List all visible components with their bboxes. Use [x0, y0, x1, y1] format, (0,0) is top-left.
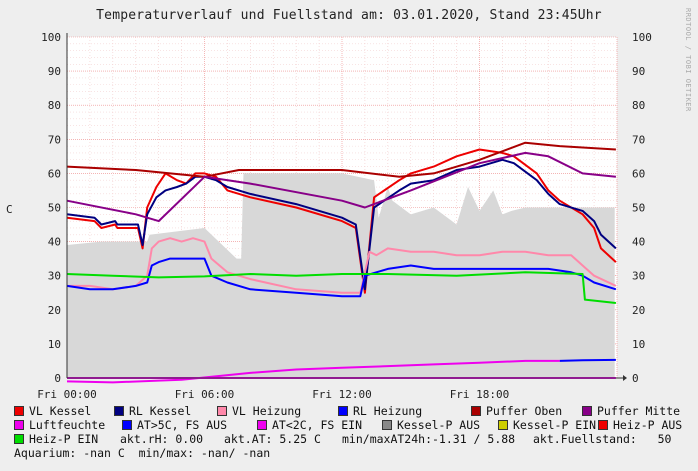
legend-item-luftfeuchte: Luftfeuchte	[14, 418, 105, 432]
legend-swatch	[14, 420, 24, 430]
y-tick-label-right: 30	[632, 270, 645, 283]
legend-label: AT<2C, FS EIN	[272, 418, 363, 432]
y-tick-label-left: 90	[48, 65, 61, 78]
legend-swatch	[114, 406, 124, 416]
legend-row-4: Aquarium: -nan C min/max: -nan/ -nan	[14, 446, 694, 460]
legend-label: RL Kessel	[129, 404, 192, 418]
y-tick-label-left: 60	[48, 167, 61, 180]
legend-swatch	[598, 420, 608, 430]
x-axis-arrow	[623, 375, 627, 381]
y-tick-label-left: 70	[48, 133, 61, 146]
legend-item-kessel-p-ein: Kessel-P EIN	[498, 418, 596, 432]
legend-item-vl-kessel: VL Kessel	[14, 404, 91, 418]
y-tick-label-left: 30	[48, 270, 61, 283]
y-axis-label: C	[6, 203, 13, 216]
legend-label: Kessel-P EIN	[513, 418, 597, 432]
chart-legend: VL Kessel RL Kessel VL Heizung RL Heizun…	[14, 404, 694, 460]
series-puffer-mitte-line	[66, 151, 617, 223]
legend-item-kessel-p-aus: Kessel-P AUS	[382, 418, 480, 432]
legend-swatch	[257, 420, 267, 430]
y-tick-label-right: 90	[632, 65, 645, 78]
y-tick-label-left: 100	[41, 31, 61, 44]
x-tick-label: Fri 18:00	[450, 388, 510, 401]
status-aquarium: Aquarium: -nan C min/max: -nan/ -nan	[14, 446, 271, 460]
legend-item-rl-kessel: RL Kessel	[114, 404, 191, 418]
series-at-2c-fs-ein-line	[66, 359, 560, 384]
legend-swatch	[217, 406, 227, 416]
series-vl-kessel-line	[66, 148, 617, 294]
legend-swatch	[582, 406, 592, 416]
legend-swatch	[14, 406, 24, 416]
legend-label: Heiz-P EIN	[29, 432, 99, 446]
status-fuellstand: akt.Fuellstand: 50	[533, 432, 672, 446]
status-rh: akt.rH: 0.00	[120, 432, 204, 446]
legend-item-vl-heizung: VL Heizung	[217, 404, 301, 418]
legend-item-rl-heizung: RL Heizung	[338, 404, 422, 418]
legend-label: Heiz-P AUS	[613, 418, 683, 432]
legend-swatch	[122, 420, 132, 430]
legend-row-1: VL Kessel RL Kessel VL Heizung RL Heizun…	[14, 404, 694, 418]
rrdtool-watermark: RRDTOOL / TOBI OETIKER	[684, 8, 692, 112]
series-rl-heizung-line	[66, 257, 617, 298]
legend-swatch	[382, 420, 392, 430]
y-tick-label-right: 60	[632, 167, 645, 180]
y-tick-label-right: 100	[632, 31, 652, 44]
legend-label: VL Heizung	[232, 404, 302, 418]
legend-swatch	[338, 406, 348, 416]
y-tick-label-right: 50	[632, 202, 645, 215]
legend-item-at-lt-2c: AT<2C, FS EIN	[257, 418, 362, 432]
legend-swatch	[14, 434, 24, 444]
y-tick-label-right: 0	[632, 372, 639, 385]
y-tick-label-left: 80	[48, 99, 61, 112]
legend-label: Puffer Oben	[486, 404, 563, 418]
y-tick-label-right: 80	[632, 99, 645, 112]
legend-label: Puffer Mitte	[597, 404, 681, 418]
y-tick-label-left: 40	[48, 236, 61, 249]
legend-label: Luftfeuchte	[29, 418, 106, 432]
legend-label: Kessel-P AUS	[397, 418, 481, 432]
legend-label: RL Heizung	[353, 404, 423, 418]
legend-item-puffer-oben: Puffer Oben	[471, 404, 562, 418]
series-heiz-p-ein-line	[66, 271, 617, 304]
legend-row-3: Heiz-P EIN akt.rH: 0.00 akt.AT: 5.25 C m…	[14, 432, 694, 446]
series-rl-kessel-line	[66, 158, 617, 291]
legend-item-heiz-p-ein: Heiz-P EIN	[14, 432, 98, 446]
x-tick-label: Fri 06:00	[175, 388, 235, 401]
legend-label: VL Kessel	[29, 404, 92, 418]
legend-swatch	[471, 406, 481, 416]
y-tick-label-left: 10	[48, 338, 61, 351]
y-tick-label-right: 20	[632, 304, 645, 317]
series-at-5c-fs-aus-line	[559, 358, 616, 362]
series-puffer-oben-line	[66, 141, 616, 178]
legend-row-2: Luftfeuchte AT>5C, FS AUS AT<2C, FS EIN …	[14, 418, 694, 432]
legend-item-heiz-p-aus: Heiz-P AUS	[598, 418, 682, 432]
status-minmax: min/maxAT24h:-1.31 / 5.88	[342, 432, 516, 446]
legend-item-at-gt-5c: AT>5C, FS AUS	[122, 418, 227, 432]
area-kessel-p-aus	[67, 173, 615, 378]
y-tick-label-right: 70	[632, 133, 645, 146]
legend-item-puffer-mitte: Puffer Mitte	[582, 404, 680, 418]
legend-label: AT>5C, FS AUS	[137, 418, 228, 432]
y-tick-label-right: 10	[632, 338, 645, 351]
status-at: akt.AT: 5.25 C	[224, 432, 321, 446]
legend-swatch	[498, 420, 508, 430]
y-tick-label-left: 20	[48, 304, 61, 317]
x-tick-label: Fri 12:00	[312, 388, 372, 401]
y-tick-label-left: 50	[48, 202, 61, 215]
chart-title: Temperaturverlauf und Fuellstand am: 03.…	[96, 8, 602, 23]
x-tick-label: Fri 00:00	[37, 388, 97, 401]
y-tick-label-left: 0	[54, 372, 61, 385]
y-tick-label-right: 40	[632, 236, 645, 249]
series-vl-heizung-line	[67, 237, 617, 294]
